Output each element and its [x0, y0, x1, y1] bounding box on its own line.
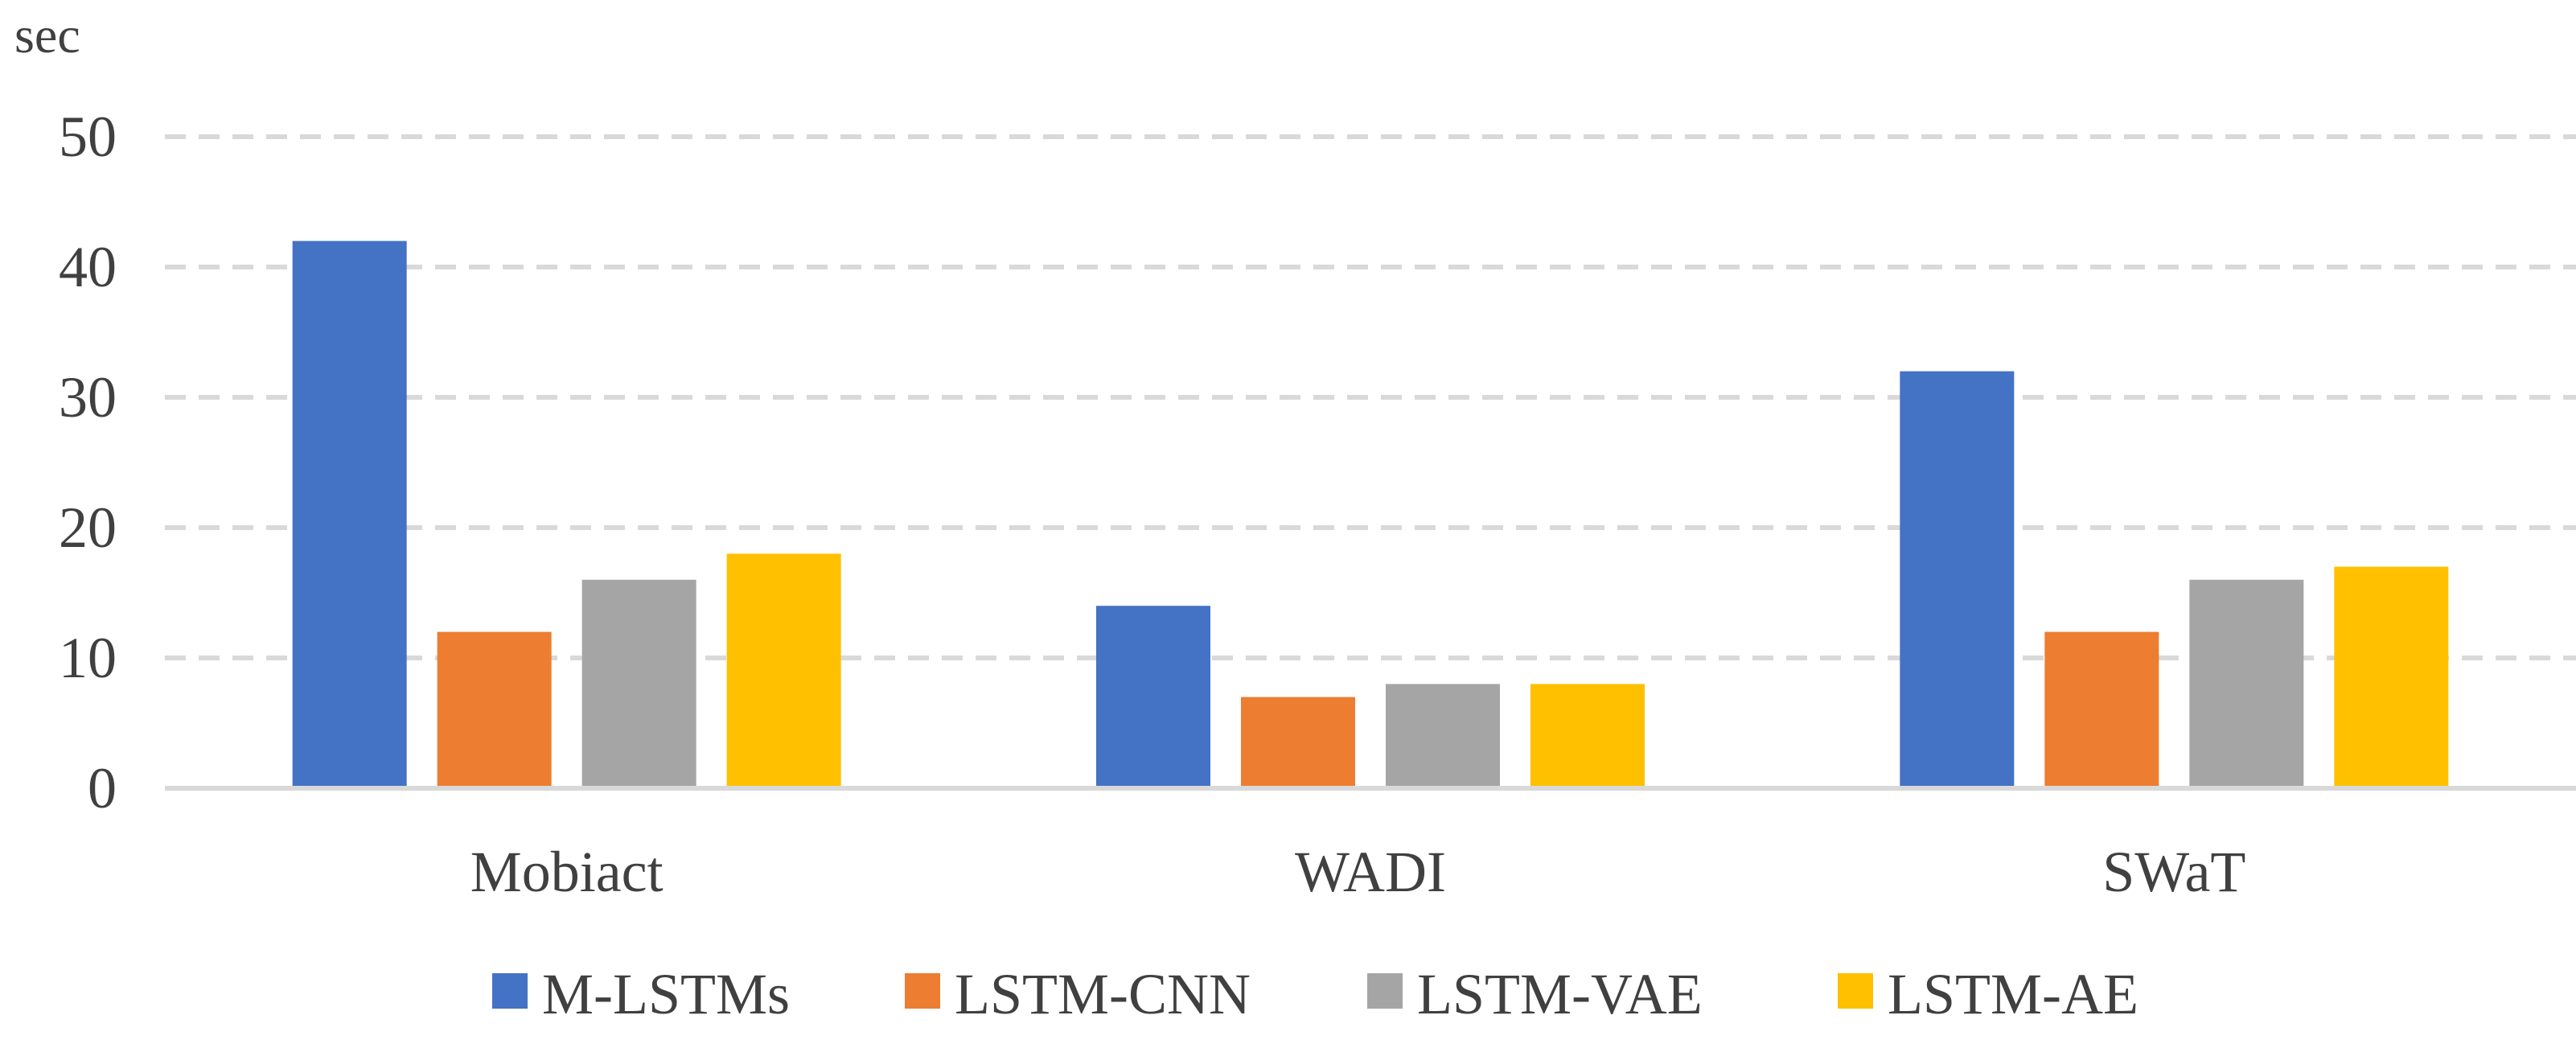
x-category-label: WADI — [1295, 840, 1446, 904]
x-category-label: SWaT — [2102, 840, 2245, 904]
y-tick-label: 50 — [59, 105, 117, 169]
bar-lstm-ae-swat — [2334, 566, 2449, 788]
category-labels: Mobiact WADI SWaT — [470, 840, 2246, 904]
y-tick-labels: 0 10 20 30 40 50 — [59, 105, 117, 820]
legend-swatch — [492, 973, 528, 1009]
legend-label: M-LSTMs — [542, 962, 790, 1026]
bar-lstm-cnn-swat — [2044, 631, 2159, 788]
legend-swatch — [1367, 973, 1403, 1009]
bar-lstm-vae-mobiact — [581, 579, 696, 788]
x-category-label: Mobiact — [470, 840, 664, 904]
legend-swatch — [905, 973, 940, 1009]
legend-label: LSTM-VAE — [1417, 962, 1703, 1026]
bar-lstm-cnn-mobiact — [437, 631, 552, 788]
legend: M-LSTMs LSTM-CNN LSTM-VAE LSTM-AE — [492, 962, 2138, 1026]
legend-label: LSTM-AE — [1888, 962, 2138, 1026]
bar-m-lstms-wadi — [1096, 606, 1210, 788]
bar-lstm-ae-wadi — [1530, 684, 1645, 788]
gridlines — [165, 134, 2576, 660]
y-tick-label: 30 — [59, 365, 117, 430]
legend-label: LSTM-CNN — [955, 962, 1251, 1026]
y-tick-label: 40 — [59, 235, 117, 299]
y-axis-label: sec — [14, 6, 80, 64]
bar-lstm-ae-mobiact — [726, 553, 841, 788]
y-tick-label: 0 — [88, 756, 117, 820]
bar-lstm-vae-wadi — [1386, 684, 1500, 788]
bar-m-lstms-swat — [1900, 371, 2015, 789]
y-tick-label: 20 — [59, 495, 117, 560]
bar-m-lstms-mobiact — [292, 240, 407, 789]
y-tick-label: 10 — [59, 626, 117, 690]
bar-lstm-vae-swat — [2189, 579, 2304, 788]
legend-swatch — [1838, 973, 1873, 1009]
bar-lstm-cnn-wadi — [1241, 697, 1355, 788]
bars — [292, 240, 2449, 789]
